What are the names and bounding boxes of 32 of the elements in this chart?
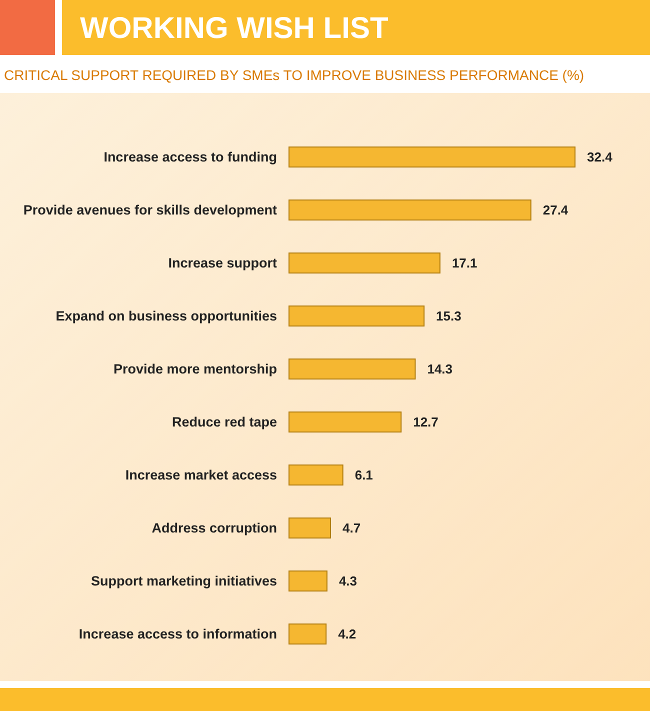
bar bbox=[288, 624, 327, 644]
bar bbox=[288, 200, 532, 220]
data-label: 17.1 bbox=[452, 256, 478, 271]
y-tick-label: Increase access to funding bbox=[104, 150, 277, 165]
data-label: 14.3 bbox=[427, 362, 453, 377]
chart-title: WORKING WISH LIST bbox=[80, 12, 388, 45]
bar bbox=[288, 412, 402, 432]
y-tick-label: Increase support bbox=[168, 256, 278, 271]
bar bbox=[288, 570, 328, 592]
bar bbox=[288, 146, 576, 168]
bar bbox=[288, 464, 344, 486]
data-label: 12.7 bbox=[413, 414, 438, 430]
bar bbox=[288, 358, 416, 380]
y-tick-label: Expand on business opportunities bbox=[56, 308, 277, 324]
y-tick-label: Reduce red tape bbox=[172, 414, 278, 430]
data-label: 4.3 bbox=[338, 574, 358, 589]
data-label: 4.7 bbox=[342, 520, 361, 536]
data-label: 4.2 bbox=[338, 626, 356, 642]
data-label: 32.4 bbox=[587, 150, 614, 165]
y-tick-label: Increase market access bbox=[125, 468, 277, 483]
data-label: 15.3 bbox=[436, 308, 462, 324]
bar bbox=[288, 252, 440, 274]
y-tick-label: Address corruption bbox=[152, 520, 277, 536]
y-tick-label: Support marketing initiatives bbox=[90, 574, 277, 589]
y-tick-label: Increase access to information bbox=[78, 626, 277, 642]
bar bbox=[288, 306, 425, 326]
chart-subtitle: CRITICAL SUPPORT REQUIRED BY SMEs TO IMPROVE BUSINESS PERFORMANCE (%) bbox=[4, 67, 584, 83]
y-tick-label: Provide avenues for skills development bbox=[23, 202, 278, 218]
data-label: 27.4 bbox=[542, 202, 569, 218]
y-tick-label: Provide more mentorship bbox=[113, 362, 277, 377]
bar bbox=[288, 518, 331, 538]
data-label: 6.1 bbox=[354, 468, 373, 483]
